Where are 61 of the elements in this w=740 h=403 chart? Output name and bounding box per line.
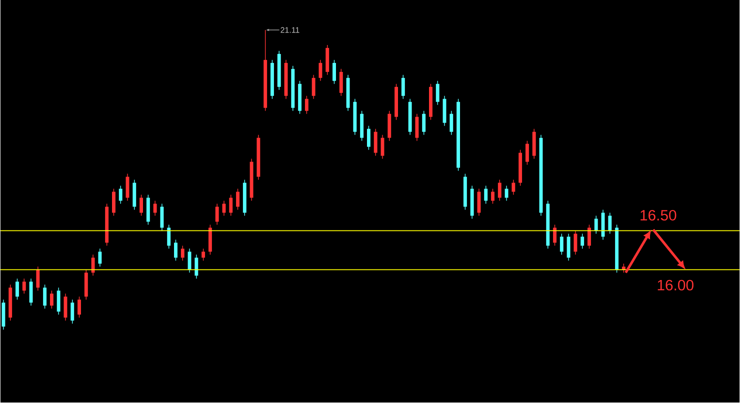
candlestick bbox=[56, 288, 60, 316]
candlestick bbox=[332, 60, 336, 84]
candlestick bbox=[98, 248, 102, 268]
candlestick bbox=[574, 230, 578, 256]
candlestick bbox=[153, 200, 157, 216]
candlestick bbox=[326, 44, 330, 76]
candlestick bbox=[504, 186, 508, 202]
candlestick bbox=[167, 224, 171, 250]
candlestick bbox=[236, 188, 240, 210]
candlestick bbox=[312, 74, 316, 100]
candlestick bbox=[422, 110, 426, 136]
candlestick bbox=[112, 188, 116, 216]
candlestick bbox=[208, 224, 212, 256]
candlestick bbox=[339, 68, 343, 96]
candlestick bbox=[566, 234, 570, 262]
candlestick bbox=[553, 224, 556, 246]
candlestick bbox=[229, 194, 233, 216]
candlestick bbox=[140, 194, 144, 216]
candlestick bbox=[484, 186, 488, 204]
candlestick bbox=[580, 234, 584, 250]
candlestick bbox=[415, 114, 419, 142]
candlestick bbox=[512, 180, 516, 196]
candlestick bbox=[525, 140, 529, 166]
candlestick bbox=[366, 126, 370, 150]
candlestick bbox=[180, 246, 184, 262]
candlestick bbox=[304, 96, 308, 114]
candlestick bbox=[84, 270, 88, 300]
candlestick bbox=[388, 110, 392, 142]
candlestick bbox=[70, 300, 74, 324]
candlestick bbox=[194, 254, 198, 280]
candlestick bbox=[215, 204, 219, 226]
candlestick bbox=[491, 188, 494, 204]
text: 16.50 bbox=[640, 210, 676, 221]
candlestick bbox=[450, 110, 454, 136]
candlestick bbox=[594, 216, 598, 234]
candlestick bbox=[174, 240, 178, 262]
candlestick bbox=[588, 224, 591, 250]
candlestick bbox=[532, 128, 536, 160]
candlestick bbox=[436, 80, 440, 106]
candlestick bbox=[202, 248, 206, 262]
candlestick bbox=[318, 60, 322, 82]
candlestick bbox=[78, 296, 81, 318]
candlestick bbox=[91, 254, 95, 276]
candlestick bbox=[16, 278, 19, 300]
candlestick bbox=[560, 234, 564, 256]
candlestick bbox=[118, 186, 122, 204]
candlestick bbox=[50, 290, 54, 310]
candlestick bbox=[360, 110, 364, 142]
candlestick bbox=[146, 194, 150, 226]
candlestick bbox=[477, 188, 481, 216]
candlestick bbox=[36, 266, 40, 292]
candlestick bbox=[22, 278, 26, 294]
candlestick bbox=[160, 204, 164, 232]
candlestick bbox=[132, 180, 136, 210]
candlestick bbox=[2, 300, 6, 330]
candlestick bbox=[43, 284, 47, 310]
candlestick bbox=[608, 212, 612, 234]
candlestick bbox=[374, 128, 378, 156]
candlestick bbox=[498, 180, 502, 202]
text: 16.00 bbox=[658, 280, 694, 291]
candlestick bbox=[401, 74, 405, 100]
